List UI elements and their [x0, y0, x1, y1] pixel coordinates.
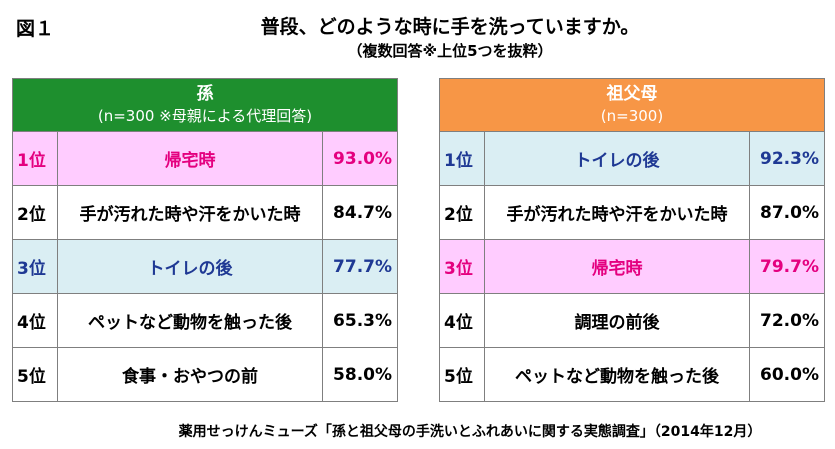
ranking-row: 1位 トイレの後 92.3%	[439, 131, 825, 186]
rank-cell: 5位	[12, 347, 58, 402]
value-cell: 87.0%	[749, 185, 825, 240]
value-cell: 84.7%	[321, 185, 399, 240]
grandparent-header: 祖父母 (n=300)	[439, 78, 825, 132]
ranking-row: 3位 帰宅時 79.7%	[439, 239, 825, 294]
value-cell: 65.3%	[321, 293, 399, 348]
grandparent-header-sample: (n=300)	[600, 107, 664, 125]
ranking-row: 2位 手が汚れた時や汗をかいた時 84.7%	[12, 185, 399, 240]
item-cell: ペットなど動物を触った後	[57, 293, 323, 348]
value-cell: 58.0%	[321, 347, 399, 402]
item-cell: トイレの後	[484, 131, 750, 186]
rank-cell: 3位	[439, 239, 485, 294]
item-cell: トイレの後	[57, 239, 323, 294]
item-cell: ペットなど動物を触った後	[484, 347, 750, 402]
ranking-row: 2位 手が汚れた時や汗をかいた時 87.0%	[439, 185, 825, 240]
grandparent-ranking-table: 祖父母 (n=300) 1位 トイレの後 92.3% 2位 手が汚れた時や汗をかいた時 8…	[439, 78, 825, 402]
ranking-row: 4位 調理の前後 72.0%	[439, 293, 825, 348]
chart-title: 普段、どのような時に手を洗っていますか。	[260, 16, 640, 38]
item-cell: 調理の前後	[484, 293, 750, 348]
rank-cell: 1位	[439, 131, 485, 186]
ranking-row: 4位 ペットなど動物を触った後 65.3%	[12, 293, 399, 348]
grandchild-ranking-table: 孫 (n=300 ※母親による代理回答) 1位 帰宅時 93.0% 2位 手が汚れた時や…	[11, 78, 399, 402]
ranking-row: 5位 ペットなど動物を触った後 60.0%	[439, 347, 825, 402]
item-cell: 手が汚れた時や汗をかいた時	[57, 185, 323, 240]
ranking-row: 3位 トイレの後 77.7%	[12, 239, 399, 294]
rank-cell: 4位	[12, 293, 58, 348]
ranking-row: 1位 帰宅時 93.0%	[12, 131, 399, 186]
value-cell: 92.3%	[749, 131, 825, 186]
rank-cell: 3位	[12, 239, 58, 294]
rank-cell: 2位	[12, 185, 58, 240]
rank-cell: 5位	[439, 347, 485, 402]
grandchild-header: 孫 (n=300 ※母親による代理回答)	[11, 78, 399, 132]
value-cell: 79.7%	[749, 239, 825, 294]
figure-label: 図１	[16, 18, 55, 40]
grandchild-header-label: 孫	[196, 84, 214, 104]
value-cell: 60.0%	[749, 347, 825, 402]
rank-cell: 4位	[439, 293, 485, 348]
source-note: 薬用せっけんミューズ「孫と祖父母の手洗いとふれあいに関する実態調査」（2014年…	[178, 424, 762, 440]
grandparent-header-label: 祖父母	[606, 84, 658, 104]
ranking-row: 5位 食事・おやつの前 58.0%	[12, 347, 399, 402]
grandchild-header-sample: (n=300 ※母親による代理回答)	[97, 107, 313, 125]
value-cell: 72.0%	[749, 293, 825, 348]
item-cell: 帰宅時	[57, 131, 323, 186]
rank-cell: 1位	[12, 131, 58, 186]
item-cell: 手が汚れた時や汗をかいた時	[484, 185, 750, 240]
rank-cell: 2位	[439, 185, 485, 240]
item-cell: 帰宅時	[484, 239, 750, 294]
chart-subtitle: （複数回答※上位5つを抜粋）	[347, 42, 553, 60]
value-cell: 93.0%	[321, 131, 399, 186]
value-cell: 77.7%	[321, 239, 399, 294]
item-cell: 食事・おやつの前	[57, 347, 323, 402]
